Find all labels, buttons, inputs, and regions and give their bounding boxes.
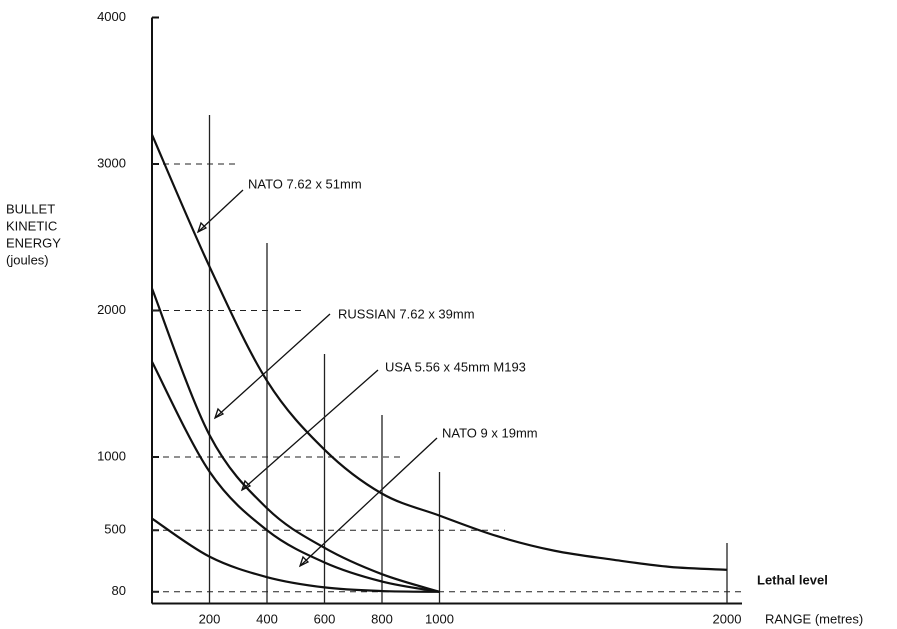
series-line [150,134,728,571]
y-tick-label: 4000 [97,9,126,24]
series-label: NATO 9 x 19mm [442,425,538,440]
y-tick-label: 1000 [97,448,126,463]
y-tick-label: 500 [104,522,126,537]
series-label: USA 5.56 x 45mm M193 [385,359,526,374]
y-axis-label: BULLET [6,201,55,216]
x-axis-label: RANGE (metres) [765,611,863,626]
x-tick-label: 200 [199,611,221,626]
arrowhead [298,555,310,568]
x-tick-label: 2000 [713,611,742,626]
x-tick-label: 400 [256,611,278,626]
series-line [150,288,440,593]
arrow [214,313,331,419]
x-tick-label: 1000 [425,611,454,626]
arrow [197,189,244,233]
arrow [241,369,379,491]
arrowhead [196,221,208,234]
y-tick-label: 3000 [97,155,126,170]
series-line [151,517,440,593]
arrow [299,437,438,567]
y-tick-label: 80 [112,583,126,598]
series-label: RUSSIAN 7.62 x 39mm [338,306,475,321]
y-axis-label: ENERGY [6,235,61,250]
arrows [196,189,438,568]
y-tick-label: 2000 [97,302,126,317]
series-label: NATO 7.62 x 51mm [248,176,362,191]
x-tick-label: 600 [314,611,336,626]
arrowhead [213,407,225,420]
y-axis-label: (joules) [6,252,49,267]
x-tick-label: 800 [371,611,393,626]
y-axis-label: KINETIC [6,218,57,233]
annotation: Lethal level [757,572,828,587]
series-line [151,361,440,593]
